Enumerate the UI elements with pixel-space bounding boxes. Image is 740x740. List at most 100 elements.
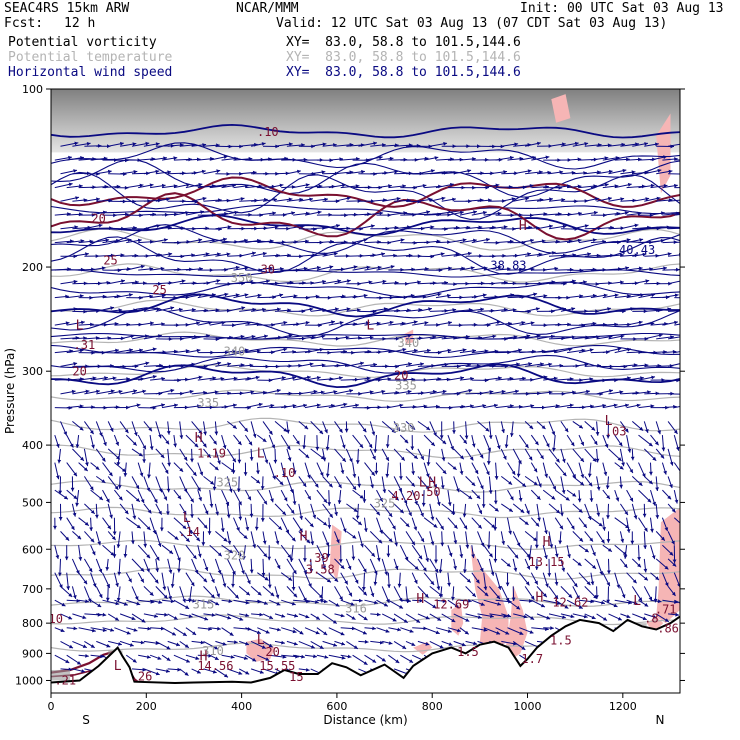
wind-speed-contour [51, 307, 680, 337]
wind-vector [465, 476, 476, 487]
wind-speed-contour [51, 142, 680, 170]
wind-vector [554, 462, 567, 477]
wind-vector [459, 349, 477, 354]
y-tick-label: 100 [22, 83, 43, 96]
wind-vector [494, 462, 499, 480]
wind-vector [674, 351, 680, 354]
wind-vector [373, 572, 378, 586]
init-time: Init: 00 UTC Sat 03 Aug 13 [520, 1, 724, 16]
wind-vector [578, 210, 598, 216]
wind-vector [488, 476, 493, 494]
wind-vector [66, 348, 84, 354]
wind-vector [649, 462, 653, 476]
wind-vector [302, 435, 307, 450]
wind-vector [619, 586, 626, 599]
wind-vector [358, 141, 378, 147]
wind-vector [357, 531, 364, 548]
wind-vector [281, 350, 297, 354]
wind-vector [542, 572, 549, 588]
wind-vector [328, 157, 344, 162]
wind-vector [221, 349, 236, 354]
wind-vector [334, 503, 338, 516]
wind-vector [113, 572, 119, 588]
wind-vector [90, 544, 96, 556]
wind-vector [78, 654, 89, 658]
wind-vector [364, 626, 376, 631]
field-wind-name: Horizontal wind speed [8, 65, 173, 80]
wind-vector [357, 558, 367, 573]
y-tick-label: 400 [22, 439, 43, 452]
wind-vector [596, 169, 613, 175]
wind-vector [620, 223, 639, 230]
wind-vector [501, 197, 516, 202]
wind-vector [674, 214, 680, 216]
wind-vector [191, 169, 206, 175]
wind-vector [370, 307, 388, 312]
wind-vector [400, 320, 418, 326]
wind-vector [513, 196, 530, 202]
wind-speed-contour [51, 354, 680, 374]
wind-vector [108, 389, 123, 395]
wind-vector [245, 293, 262, 299]
wind-vector [125, 572, 133, 583]
wind-vector [149, 544, 160, 561]
wind-vector [281, 376, 296, 381]
wind-vector [173, 462, 184, 473]
wind-vector [286, 503, 295, 515]
wind-vector [566, 489, 577, 497]
wind-vector [203, 476, 215, 485]
wind-vector [334, 389, 354, 395]
wind-vector [60, 640, 74, 649]
wind-vector [328, 321, 344, 326]
wind-vector [357, 421, 367, 433]
wind-vector [191, 252, 210, 257]
wind-vector [143, 224, 161, 230]
x-tick-label: 1200 [609, 700, 637, 713]
wind-vector [376, 627, 390, 633]
wind-vector [137, 544, 151, 559]
wind-vector [590, 572, 595, 586]
wind-vector [310, 390, 325, 395]
wind-vector [493, 545, 498, 563]
wind-vector [519, 292, 538, 299]
wind-vector [530, 434, 539, 446]
wind-vector [125, 434, 138, 446]
wind-vector [518, 490, 523, 502]
wind-vector [340, 462, 345, 475]
wind-vector [286, 448, 292, 462]
wind-vector [170, 572, 175, 588]
wind-vector [399, 462, 403, 480]
wind-vector [650, 517, 654, 533]
wind-vector [642, 503, 647, 518]
wind-vector [352, 265, 371, 271]
wind-vector [512, 558, 518, 572]
wind-vector [513, 362, 533, 367]
wind-vector [542, 434, 550, 448]
wind-vector [388, 238, 405, 244]
wind-vector [262, 225, 279, 230]
wind-vector [507, 462, 516, 476]
wind-vector [185, 489, 195, 503]
wind-vector [619, 503, 629, 516]
wind-vector [298, 253, 317, 258]
wind-vector [150, 183, 166, 189]
wind-vector [584, 531, 594, 542]
wind-vector [500, 531, 506, 545]
wind-vector [471, 434, 476, 448]
wind-vector [352, 321, 370, 326]
wind-vector [488, 558, 495, 576]
model-title: SEAC4RS 15km ARW [4, 1, 130, 16]
wind-vector [215, 531, 228, 542]
theta-contour-label: 330 [393, 421, 415, 435]
wind-vector [257, 239, 274, 244]
wind-vector [316, 320, 335, 326]
wind-vector [167, 667, 182, 672]
wind-vector [161, 434, 170, 445]
wind-vector [155, 586, 168, 599]
extremum-marker: L [633, 594, 641, 609]
wind-vector [201, 531, 206, 546]
wind-vector [638, 183, 655, 189]
wind-vector [262, 421, 273, 435]
theta-contour-label: 340 [398, 336, 420, 350]
wind-vector [471, 378, 489, 383]
